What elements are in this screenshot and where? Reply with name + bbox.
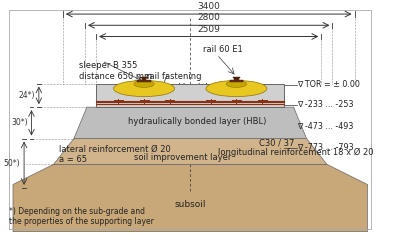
Bar bbox=[142, 78, 146, 80]
Text: ∇ -773 ... -793: ∇ -773 ... -793 bbox=[297, 143, 354, 152]
Text: ∇ -233 ... -253: ∇ -233 ... -253 bbox=[297, 100, 354, 110]
Bar bbox=[234, 78, 239, 80]
Ellipse shape bbox=[114, 80, 174, 97]
Polygon shape bbox=[13, 164, 368, 232]
Text: 30*): 30*) bbox=[11, 118, 28, 127]
Ellipse shape bbox=[206, 80, 267, 97]
Text: rail 60 E1: rail 60 E1 bbox=[203, 45, 243, 55]
Bar bbox=[140, 77, 148, 78]
Bar bbox=[138, 80, 151, 82]
Text: longitudinal reinforcement 18 x Ø 20: longitudinal reinforcement 18 x Ø 20 bbox=[218, 147, 374, 157]
Ellipse shape bbox=[226, 81, 246, 87]
Text: rail fastening
system Vossloh 300-1: rail fastening system Vossloh 300-1 bbox=[146, 72, 238, 92]
Text: 2800: 2800 bbox=[197, 13, 220, 22]
Text: hydraulically bonded layer (HBL): hydraulically bonded layer (HBL) bbox=[128, 117, 267, 126]
Polygon shape bbox=[96, 84, 284, 107]
Polygon shape bbox=[54, 139, 327, 164]
Text: 24*): 24*) bbox=[19, 91, 35, 100]
Text: ∇ -473 ... -493: ∇ -473 ... -493 bbox=[297, 122, 354, 131]
Text: sleeper B 355
distance 650 mm: sleeper B 355 distance 650 mm bbox=[80, 61, 152, 81]
Text: ∇ TOR = ± 0.00: ∇ TOR = ± 0.00 bbox=[297, 80, 360, 89]
Text: C30 / 37: C30 / 37 bbox=[258, 139, 294, 147]
Text: *) Depending on the sub-grade and
the properties of the supporting layer: *) Depending on the sub-grade and the pr… bbox=[9, 207, 154, 226]
Ellipse shape bbox=[134, 81, 154, 87]
Bar bbox=[233, 77, 240, 78]
Text: 2509: 2509 bbox=[197, 24, 220, 34]
Text: subsoil: subsoil bbox=[174, 200, 206, 209]
Polygon shape bbox=[74, 107, 306, 139]
Text: soil improvement layer: soil improvement layer bbox=[134, 153, 232, 162]
Text: lateral reinforcement Ø 20
a = 65: lateral reinforcement Ø 20 a = 65 bbox=[59, 144, 171, 164]
Text: 50*): 50*) bbox=[4, 159, 20, 168]
Text: 3400: 3400 bbox=[197, 2, 220, 11]
Bar bbox=[230, 80, 243, 82]
